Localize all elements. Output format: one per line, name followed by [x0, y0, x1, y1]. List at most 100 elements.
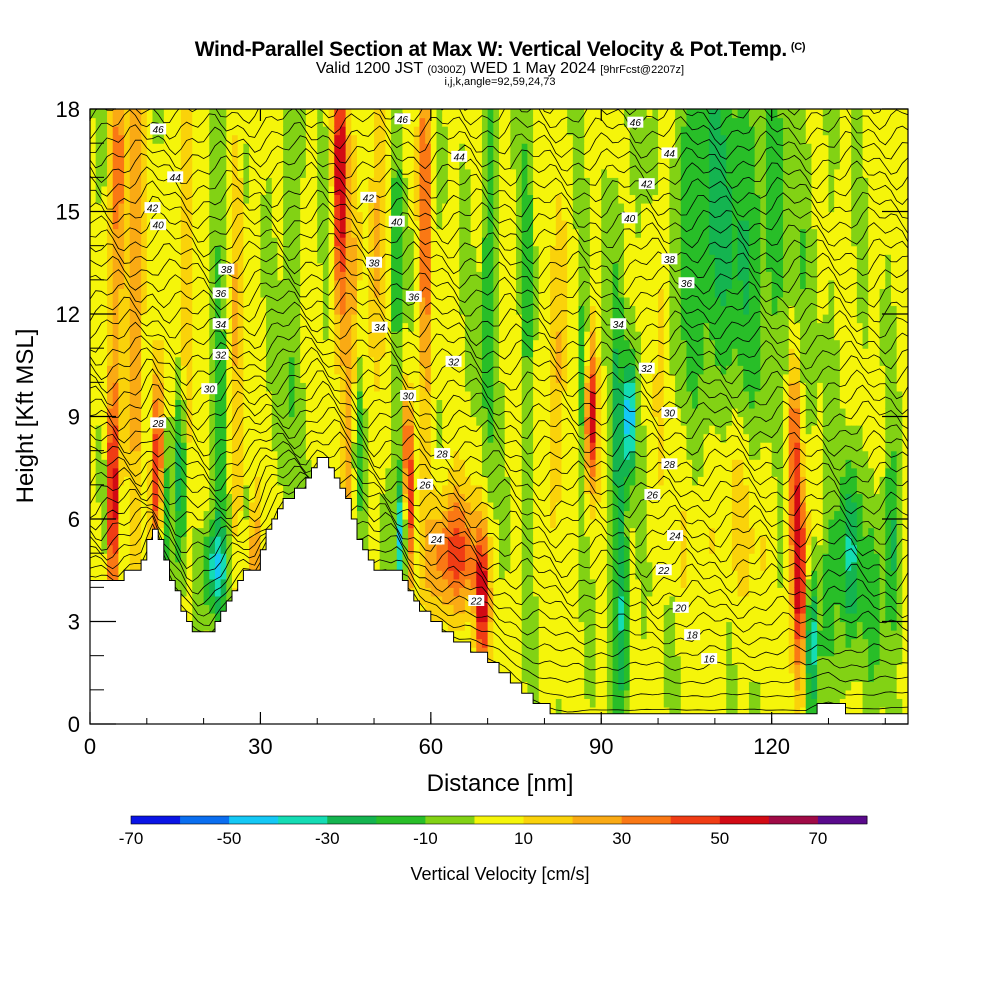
velocity-cell — [249, 160, 256, 170]
velocity-cell — [237, 271, 244, 281]
velocity-cell — [442, 578, 449, 588]
velocity-cell — [163, 536, 171, 546]
velocity-cell — [135, 442, 142, 452]
velocity-cell — [362, 348, 369, 358]
velocity-cell — [334, 237, 341, 247]
velocity-cell — [95, 296, 102, 307]
velocity-cell — [203, 570, 210, 580]
velocity-cell — [95, 416, 102, 426]
velocity-cell — [288, 425, 296, 435]
velocity-cell — [249, 134, 256, 144]
velocity-cell — [254, 185, 262, 196]
velocity-cell — [442, 365, 449, 375]
velocity-cell — [436, 365, 443, 375]
velocity-cell — [266, 416, 273, 426]
velocity-cell — [362, 450, 369, 460]
velocity-cell — [214, 117, 222, 127]
velocity-cell — [266, 185, 273, 196]
velocity-cell — [356, 185, 364, 196]
velocity-cell — [436, 339, 443, 349]
velocity-cell — [180, 561, 188, 571]
velocity-cell — [391, 109, 398, 119]
velocity-cell — [90, 237, 97, 247]
velocity-cell — [464, 185, 472, 196]
velocity-cell — [203, 459, 210, 469]
velocity-cell — [322, 279, 330, 289]
velocity-cell — [385, 493, 392, 503]
velocity-cell — [379, 237, 386, 247]
velocity-cell — [101, 134, 108, 144]
velocity-cell — [186, 416, 193, 426]
velocity-cell — [254, 493, 262, 503]
velocity-cell — [419, 390, 426, 401]
velocity-cell — [129, 185, 137, 196]
velocity-cell — [237, 194, 244, 204]
velocity-cell — [391, 399, 398, 409]
velocity-cell — [101, 151, 108, 161]
velocity-cell — [351, 314, 358, 324]
velocity-cell — [351, 109, 358, 119]
velocity-cell — [135, 160, 142, 170]
velocity-cell — [402, 254, 409, 264]
velocity-cell — [442, 373, 449, 383]
velocity-cell — [203, 476, 210, 486]
velocity-cell — [90, 288, 97, 298]
velocity-cell — [447, 202, 455, 213]
velocity-cell — [192, 237, 199, 247]
velocity-cell — [425, 262, 432, 272]
velocity-cell — [260, 544, 267, 554]
velocity-cell — [351, 296, 358, 307]
velocity-cell — [249, 536, 256, 546]
velocity-cell — [464, 143, 472, 153]
velocity-cell — [226, 578, 233, 588]
velocity-cell — [442, 399, 449, 409]
velocity-cell — [214, 612, 222, 623]
velocity-cell — [464, 484, 472, 494]
velocity-cell — [169, 245, 176, 255]
velocity-cell — [430, 288, 438, 298]
velocity-cell — [464, 322, 472, 332]
velocity-cell — [146, 109, 154, 119]
velocity-cell — [254, 109, 262, 119]
velocity-cell — [442, 587, 449, 597]
velocity-cell — [271, 220, 279, 230]
velocity-cell — [442, 271, 449, 281]
velocity-cell — [214, 450, 222, 460]
velocity-cell — [163, 177, 171, 187]
velocity-cell — [232, 211, 239, 221]
velocity-cell — [317, 228, 324, 238]
velocity-cell — [209, 484, 216, 494]
velocity-cell — [169, 314, 176, 324]
velocity-cell — [192, 228, 199, 238]
velocity-cell — [385, 271, 392, 281]
velocity-cell — [476, 382, 483, 392]
velocity-cell — [419, 553, 426, 563]
velocity-cell — [385, 160, 392, 170]
velocity-cell — [192, 143, 199, 153]
velocity-cell — [419, 459, 426, 469]
velocity-cell — [112, 356, 119, 366]
velocity-cell — [203, 109, 210, 119]
velocity-cell — [453, 322, 460, 332]
velocity-cell — [141, 262, 148, 272]
grid-indices: i,j,k,angle=92,59,24,73 — [444, 76, 556, 88]
velocity-cell — [249, 501, 256, 512]
velocity-cell — [453, 202, 460, 213]
velocity-cell — [288, 467, 296, 477]
velocity-cell — [464, 151, 472, 161]
velocity-cell — [402, 331, 409, 341]
velocity-cell — [214, 399, 222, 409]
velocity-cell — [95, 433, 102, 443]
velocity-cell — [374, 271, 381, 281]
velocity-cell — [311, 202, 318, 213]
velocity-cell — [124, 237, 131, 247]
velocity-cell — [356, 211, 364, 221]
velocity-cell — [453, 305, 460, 315]
velocity-cell — [470, 262, 477, 272]
velocity-cell — [385, 262, 392, 272]
velocity-cell — [464, 237, 472, 247]
velocity-cell — [112, 416, 119, 426]
velocity-cell — [203, 578, 210, 588]
velocity-cell — [442, 493, 449, 503]
velocity-cell — [95, 220, 102, 230]
